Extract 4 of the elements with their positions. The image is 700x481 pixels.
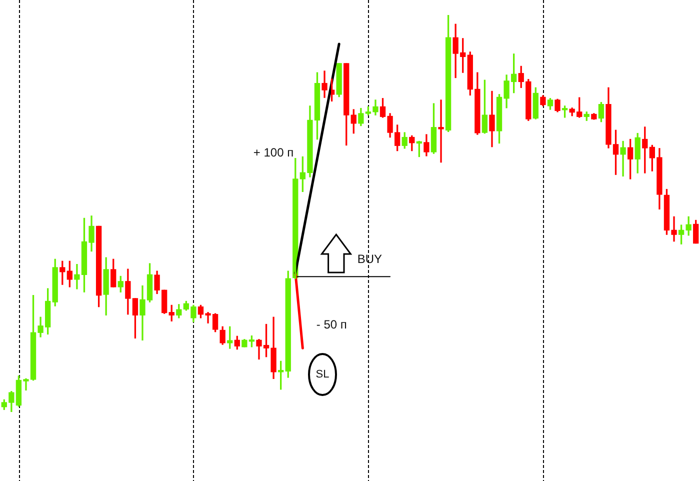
annotation: SL — [316, 368, 330, 381]
series-label: - 50 п — [316, 317, 347, 332]
series-label: + 100 п — [253, 145, 294, 160]
series-label: BUY — [357, 252, 382, 266]
